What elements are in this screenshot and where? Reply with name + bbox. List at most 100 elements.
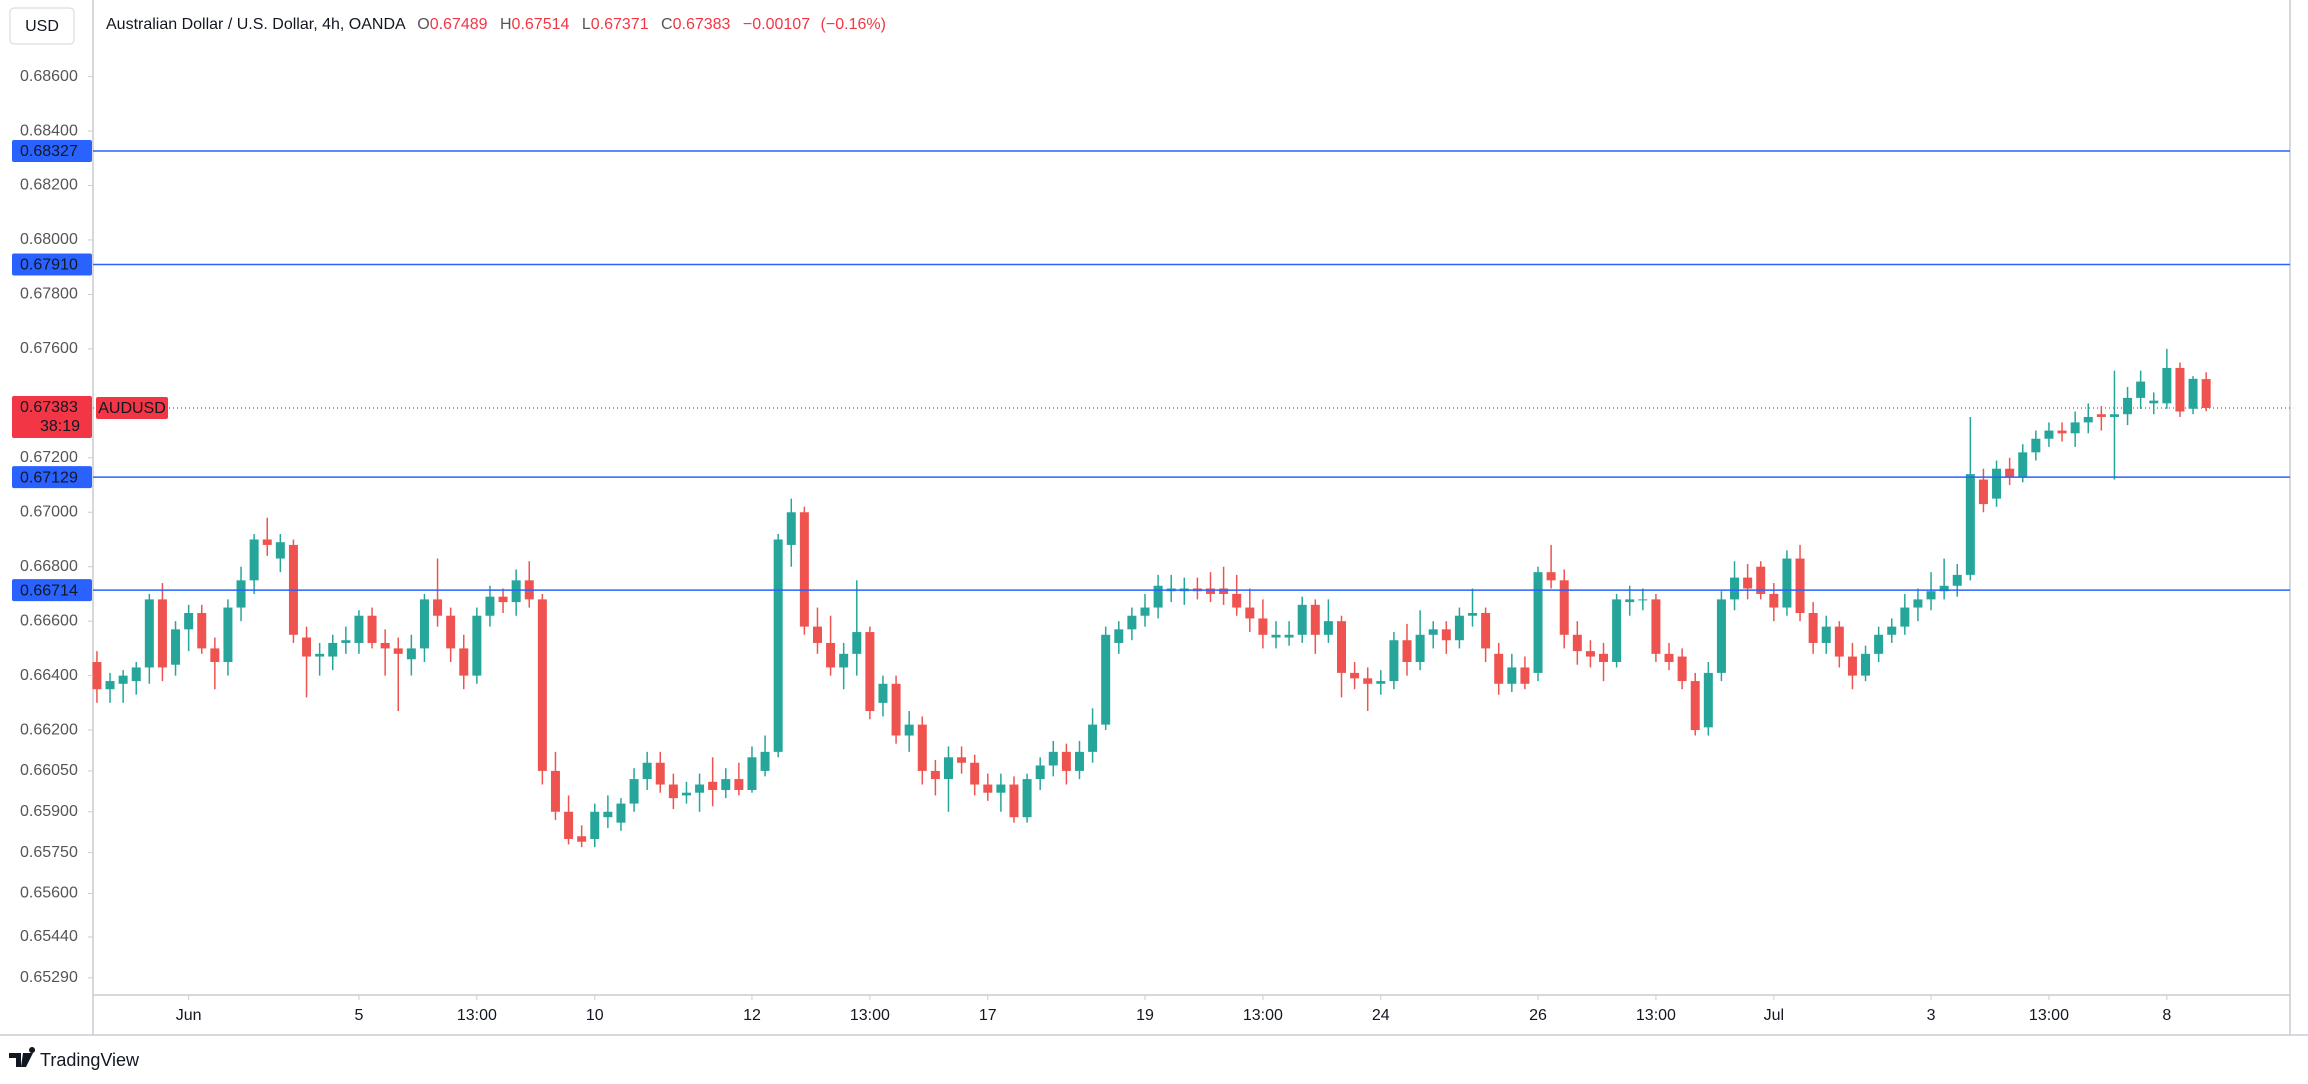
high-value: 0.67514 <box>512 16 570 33</box>
candle-body <box>603 811 613 818</box>
candle-body <box>1782 558 1792 608</box>
candle-body <box>406 648 416 660</box>
candle-body <box>2188 378 2198 409</box>
candle-body <box>1323 621 1333 635</box>
candle-body <box>1402 640 1412 663</box>
x-tick-label: Jul <box>1764 1007 1784 1024</box>
candle-body <box>2005 468 2015 477</box>
candle-body <box>1022 779 1032 818</box>
candle-body <box>2149 400 2159 404</box>
chart-header: Australian Dollar / U.S. Dollar, 4h, OAN… <box>106 16 886 33</box>
y-tick-label: 0.66200 <box>20 721 78 738</box>
candle-body <box>433 599 443 616</box>
candle-body <box>1926 591 1936 600</box>
candle-body <box>1520 667 1530 684</box>
candle-body <box>537 599 547 771</box>
close-label: C <box>661 16 673 33</box>
candle-body <box>92 662 102 690</box>
candle-body <box>970 762 980 785</box>
candle-body <box>1310 604 1320 635</box>
candle-body <box>1585 651 1595 657</box>
y-tick-label: 0.68600 <box>20 68 78 85</box>
candle-body <box>668 784 678 799</box>
change-percent: (−0.16%) <box>821 16 886 33</box>
candle-body <box>1546 572 1556 581</box>
y-tick-label: 0.66050 <box>20 762 78 779</box>
candle-body <box>1258 618 1268 635</box>
candle-body <box>1716 599 1726 673</box>
x-tick-label: Jun <box>176 1007 202 1024</box>
candle-body <box>1756 566 1766 594</box>
countdown: 38:19 <box>40 418 80 435</box>
y-tick-label: 0.68400 <box>20 122 78 139</box>
candle-body <box>1507 667 1517 684</box>
candle-body <box>616 803 626 823</box>
candle-body <box>1428 629 1438 635</box>
candle-body <box>1808 612 1818 643</box>
candle-body <box>747 757 757 790</box>
symbol-box <box>96 396 168 419</box>
y-tick-label: 0.65600 <box>20 885 78 902</box>
candle-body <box>943 757 953 780</box>
candle-body <box>1245 607 1255 619</box>
candle-body <box>2109 414 2119 417</box>
close-value: 0.67383 <box>673 16 731 33</box>
y-tick-label: 0.67800 <box>20 286 78 303</box>
open-label: O <box>417 16 429 33</box>
candle-body <box>236 580 246 608</box>
x-tick-label: 10 <box>586 1007 604 1024</box>
candle-body <box>223 607 233 663</box>
candle-body <box>1219 588 1229 594</box>
candle-body <box>1599 653 1609 663</box>
candle-body <box>839 653 849 668</box>
candle-body <box>1638 599 1648 601</box>
currency-button[interactable] <box>9 7 75 45</box>
x-tick-label: 13:00 <box>457 1007 497 1024</box>
symbol-label: AUDUSD <box>98 400 166 417</box>
y-tick-label: 0.66400 <box>20 667 78 684</box>
x-tick-label: 26 <box>1529 1007 1547 1024</box>
candle-body <box>642 762 652 780</box>
candle-body <box>1834 626 1844 657</box>
candle-body <box>865 632 875 712</box>
candle-body <box>1048 751 1058 766</box>
y-tick-label: 0.66800 <box>20 558 78 575</box>
x-tick-label: 19 <box>1136 1007 1154 1024</box>
candle-body <box>275 542 285 559</box>
candle-body <box>1625 599 1635 603</box>
candle-body <box>511 580 521 603</box>
level-label: 0.66714 <box>20 582 78 599</box>
candle-body <box>1074 751 1084 771</box>
level-label-box <box>12 579 92 602</box>
candle-body <box>878 683 888 703</box>
candle-body <box>1992 468 2002 499</box>
candle-body <box>1337 621 1347 673</box>
candle-body <box>1769 593 1779 608</box>
x-tick-label: 13:00 <box>1636 1007 1676 1024</box>
candle-body <box>446 615 456 649</box>
chart-title: Australian Dollar / U.S. Dollar, 4h, OAN… <box>106 16 406 33</box>
level-label: 0.67910 <box>20 257 78 274</box>
candle-body <box>721 779 731 790</box>
candle-body <box>1703 672 1713 728</box>
candle-body <box>1009 784 1019 818</box>
candle-body <box>2031 438 2041 453</box>
candle-body <box>1900 607 1910 627</box>
candle-body <box>1533 572 1543 673</box>
candle-body <box>105 681 115 690</box>
candle-body <box>262 539 272 545</box>
brand-logo[interactable]: TradingView <box>9 1047 140 1070</box>
candle-body <box>734 779 744 790</box>
currency-label[interactable]: USD <box>25 18 59 35</box>
candle-body <box>760 751 770 771</box>
candle-body <box>1101 634 1111 725</box>
candle-body <box>891 683 901 736</box>
candle-body <box>1468 612 1478 616</box>
level-label: 0.68327 <box>20 143 78 160</box>
y-tick-label: 0.67000 <box>20 503 78 520</box>
candle-body <box>983 784 993 793</box>
high-label: H <box>500 16 512 33</box>
candle-body <box>1035 765 1045 780</box>
y-tick-label: 0.65900 <box>20 803 78 820</box>
